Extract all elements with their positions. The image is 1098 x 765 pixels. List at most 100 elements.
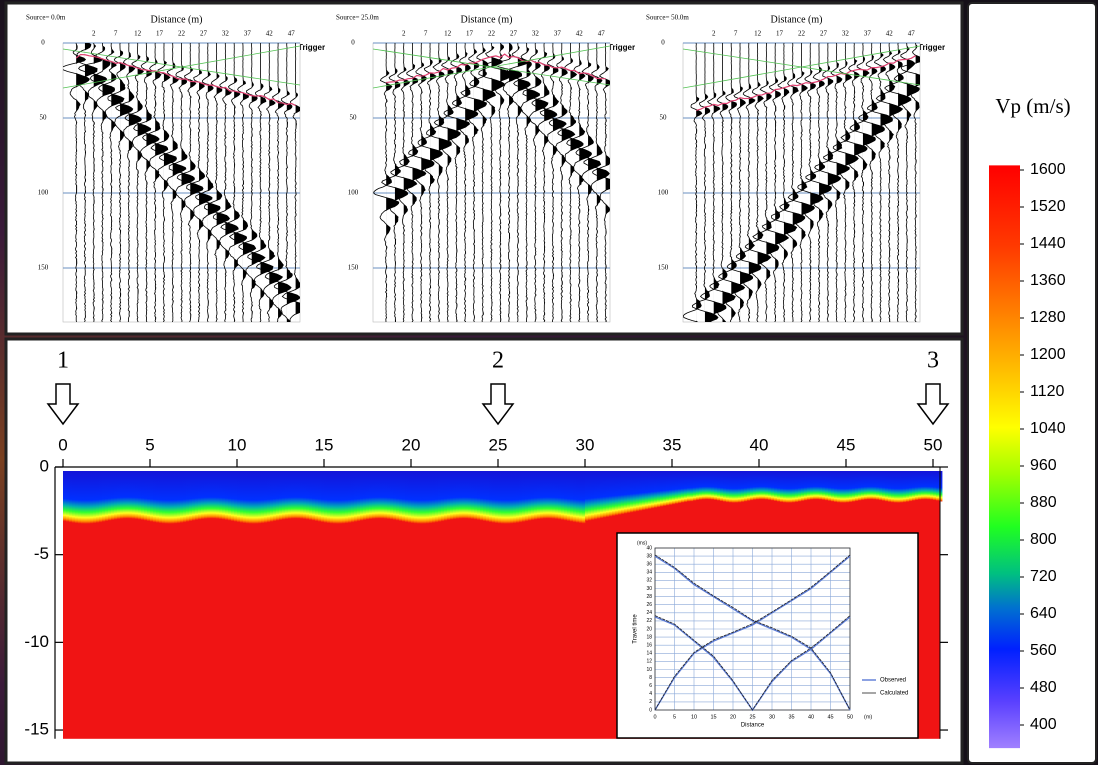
velocity-strip	[690, 471, 694, 502]
trace	[417, 43, 443, 322]
trace	[539, 43, 567, 322]
x-tick-label: 50	[847, 714, 853, 720]
velocity-strip	[312, 471, 316, 521]
trace	[840, 43, 868, 322]
velocity-strip	[669, 471, 673, 506]
velocity-strip	[63, 471, 67, 522]
trace-fill	[509, 43, 522, 322]
velocity-strip	[648, 471, 652, 510]
y-tick-label: 0	[661, 39, 665, 47]
trace	[142, 43, 169, 322]
velocity-strip	[444, 471, 448, 521]
velocity-strip	[525, 471, 529, 522]
velocity-strip	[405, 471, 409, 523]
trace-fill	[120, 43, 133, 322]
trace-fill	[862, 43, 876, 322]
x-tick-label: 15	[710, 714, 716, 720]
trigger-label: Trigger	[918, 43, 945, 52]
velocity-strip	[345, 471, 349, 524]
velocity-strip	[369, 471, 373, 520]
y-tick-label: 12	[646, 659, 652, 665]
x-tick-label: 35	[788, 714, 794, 720]
reference-line	[683, 45, 920, 89]
trace	[592, 43, 610, 322]
velocity-strip	[339, 471, 343, 524]
velocity-strip	[834, 471, 838, 503]
y-tick-label: 150	[348, 264, 359, 272]
velocity-strip	[930, 471, 934, 500]
trace-fill	[394, 43, 408, 322]
y-tick-label: 100	[348, 189, 359, 197]
velocity-strip	[315, 471, 319, 522]
velocity-strip	[471, 471, 475, 520]
velocity-strip	[498, 471, 502, 524]
velocity-strip	[915, 471, 919, 501]
velocity-strip	[723, 471, 727, 502]
trace-fill	[880, 43, 893, 322]
trace	[238, 43, 266, 322]
velocity-strip	[666, 471, 670, 506]
velocity-strip	[234, 471, 238, 522]
trace-fill	[871, 43, 885, 322]
velocity-strip	[354, 471, 358, 522]
trace	[875, 43, 904, 322]
velocity-strip	[627, 471, 631, 514]
velocity-strip	[927, 471, 931, 500]
velocity-strip	[180, 471, 184, 523]
y-tick-label: 8	[649, 675, 652, 681]
velocity-strip	[420, 471, 424, 524]
trace	[281, 43, 300, 322]
travel-time-curve	[654, 554, 851, 711]
trace	[884, 43, 912, 322]
y-tick-label: 0	[40, 456, 49, 475]
x-tick-label: 17	[156, 30, 164, 38]
trace	[787, 43, 815, 322]
velocity-strip	[378, 471, 382, 519]
trace	[426, 43, 452, 322]
velocity-strip	[852, 471, 856, 502]
y-tick-label: 0	[41, 39, 45, 47]
x-tick-label: 37	[864, 30, 872, 38]
trace	[98, 43, 125, 322]
y-tick-label: 0	[351, 39, 355, 47]
velocity-strip	[597, 471, 601, 520]
velocity-strip	[78, 471, 82, 524]
velocity-strip	[273, 471, 277, 522]
trace-fill	[500, 43, 514, 322]
velocity-strip	[489, 471, 493, 523]
velocity-strip	[66, 471, 70, 522]
trace	[867, 43, 893, 322]
y-tick-label: 50	[660, 114, 668, 122]
colorbar-tick-label: 1120	[1030, 383, 1065, 400]
velocity-strip	[441, 471, 445, 522]
velocity-strip	[696, 471, 700, 501]
velocity-strip	[153, 471, 157, 523]
y-tick-label: 22	[646, 618, 652, 624]
velocity-strip	[396, 471, 400, 521]
trace	[373, 43, 400, 322]
velocity-strip	[123, 471, 127, 519]
trace	[566, 43, 593, 322]
colorbar-tick-label: 1040	[1030, 420, 1066, 437]
velocity-strip	[831, 471, 835, 502]
trace	[247, 43, 274, 322]
trace	[107, 43, 134, 322]
trace	[159, 43, 187, 322]
velocity-strip	[843, 471, 847, 503]
y-tick-label: 32	[646, 578, 652, 584]
velocity-strip	[285, 471, 289, 520]
trace	[832, 43, 859, 322]
velocity-strip	[270, 471, 274, 522]
velocity-strip	[141, 471, 145, 521]
velocity-strip	[162, 471, 166, 524]
traces	[63, 43, 300, 322]
velocity-strip	[501, 471, 505, 524]
velocity-strip	[756, 471, 760, 500]
trace	[814, 43, 842, 322]
x-tick-label: 20	[730, 714, 736, 720]
velocity-strip	[879, 471, 883, 501]
y-tick-label: 30	[646, 586, 652, 592]
velocity-strip	[516, 471, 520, 524]
x-tick-label: 45	[837, 435, 856, 454]
velocity-strip	[567, 471, 571, 522]
